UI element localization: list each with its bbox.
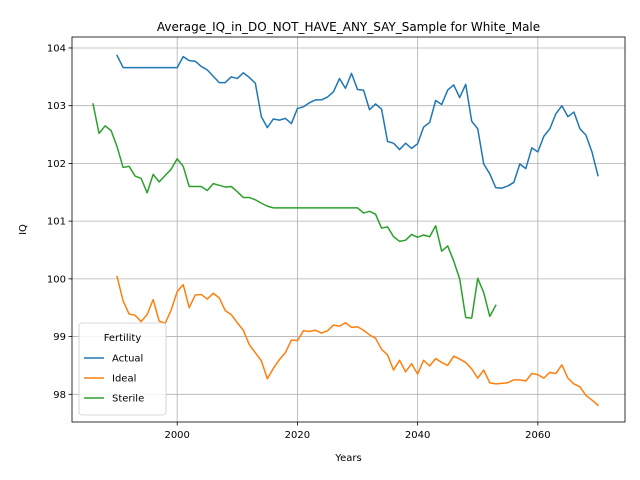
series-line-actual — [116, 54, 599, 189]
series-line-ideal — [116, 275, 600, 407]
legend-label-ideal: Ideal — [112, 374, 136, 385]
legend-box — [78, 322, 167, 416]
x-tick-label: 2060 — [525, 430, 550, 441]
x-tick-label: 2000 — [164, 430, 189, 441]
y-tick-label: 103 — [47, 101, 66, 112]
y-tick-label: 101 — [47, 217, 66, 228]
y-tick-label: 102 — [47, 159, 66, 170]
y-tick-label: 98 — [53, 390, 66, 401]
series-line-sterile — [92, 103, 497, 319]
legend-label-actual: Actual — [112, 354, 143, 365]
legend-entries: Actual Ideal Sterile — [84, 354, 144, 405]
y-tick-label: 104 — [47, 43, 66, 54]
y-tick-label: 100 — [47, 274, 66, 285]
y-tick-label: 99 — [53, 332, 66, 343]
series-lines — [92, 54, 600, 407]
legend: Fertility Actual Ideal Sterile — [78, 322, 167, 416]
legend-label-sterile: Sterile — [112, 394, 144, 405]
x-axis-label: Years — [334, 453, 361, 464]
y-axis-label: IQ — [18, 224, 29, 235]
legend-title: Fertility — [104, 333, 142, 344]
plot-frame — [71, 36, 626, 423]
x-tick-label: 2040 — [405, 430, 430, 441]
x-tick-label: 2020 — [285, 430, 310, 441]
axis-ticks: 2000 2020 2040 2060 98 99 100 101 102 103 104 — [47, 43, 551, 441]
chart-title: Average_IQ_in_DO_NOT_HAVE_ANY_SAY_Sample… — [157, 20, 540, 34]
